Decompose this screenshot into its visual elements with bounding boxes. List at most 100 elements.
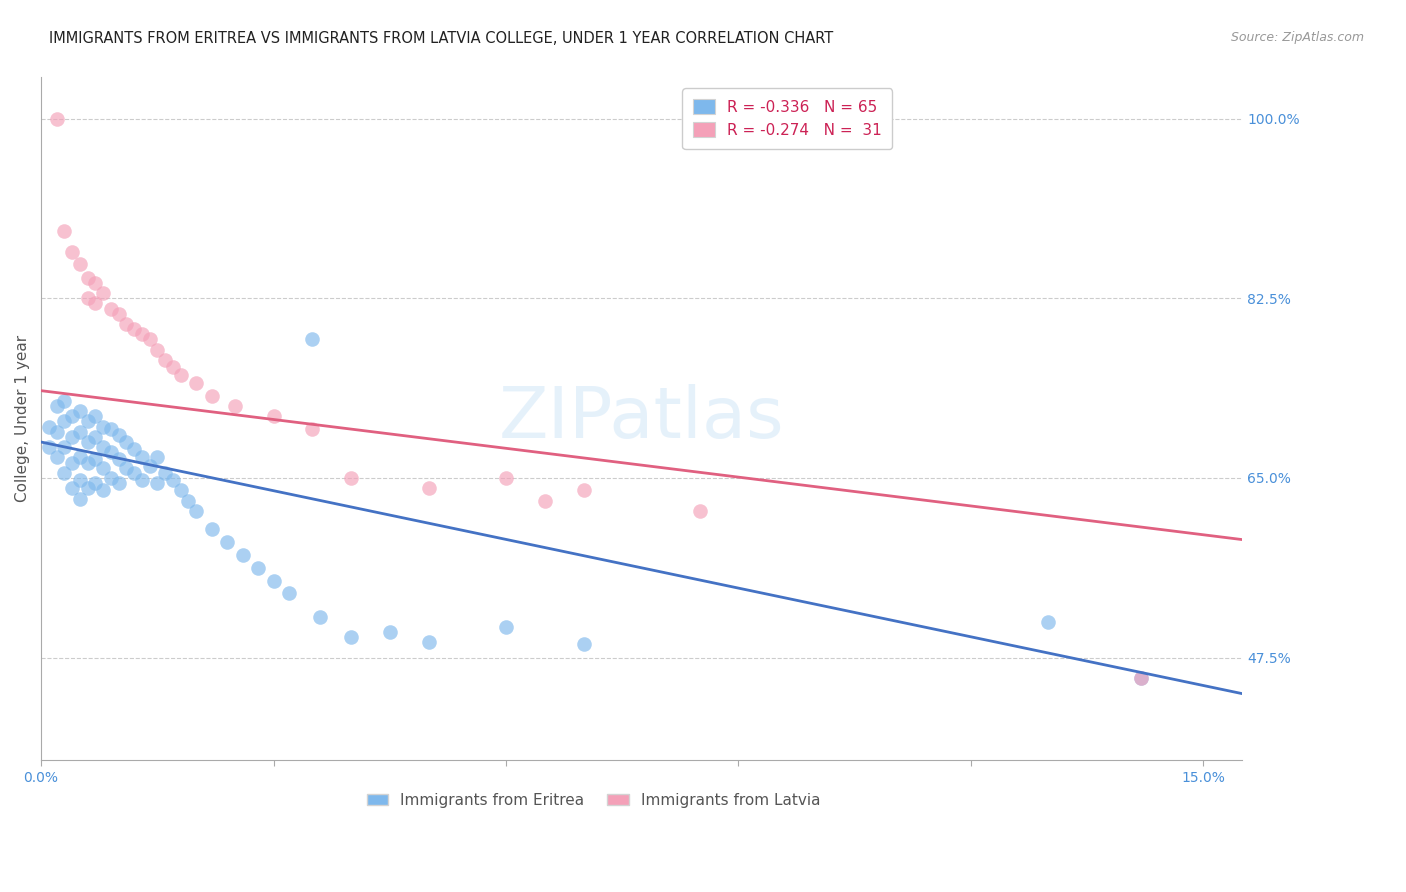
- Point: [100, 471, 122, 485]
- Legend: Immigrants from Eritrea, Immigrants from Latvia: Immigrants from Eritrea, Immigrants from…: [360, 787, 827, 814]
- Point: [247, 561, 270, 575]
- Point: [91, 440, 114, 454]
- Point: [122, 442, 145, 457]
- Point: [200, 389, 222, 403]
- Point: [100, 445, 122, 459]
- Point: [340, 471, 363, 485]
- Point: [45, 450, 67, 465]
- Point: [100, 301, 122, 316]
- Point: [84, 409, 107, 424]
- Point: [76, 435, 98, 450]
- Point: [60, 481, 83, 495]
- Point: [200, 522, 222, 536]
- Point: [263, 409, 285, 424]
- Point: [162, 359, 184, 374]
- Point: [184, 504, 207, 518]
- Point: [122, 322, 145, 336]
- Point: [301, 332, 323, 346]
- Point: [278, 586, 301, 600]
- Text: ZIPatlas: ZIPatlas: [499, 384, 785, 453]
- Point: [689, 504, 711, 518]
- Point: [84, 452, 107, 467]
- Point: [232, 548, 254, 562]
- Point: [131, 473, 153, 487]
- Point: [533, 493, 555, 508]
- Point: [60, 456, 83, 470]
- Text: Source: ZipAtlas.com: Source: ZipAtlas.com: [1230, 31, 1364, 45]
- Point: [572, 637, 595, 651]
- Point: [572, 483, 595, 498]
- Point: [107, 307, 129, 321]
- Point: [76, 270, 98, 285]
- Point: [69, 257, 91, 271]
- Point: [84, 476, 107, 491]
- Point: [53, 466, 76, 480]
- Point: [69, 491, 91, 506]
- Point: [495, 620, 517, 634]
- Point: [138, 332, 160, 346]
- Point: [146, 343, 169, 357]
- Text: IMMIGRANTS FROM ERITREA VS IMMIGRANTS FROM LATVIA COLLEGE, UNDER 1 YEAR CORRELAT: IMMIGRANTS FROM ERITREA VS IMMIGRANTS FR…: [49, 31, 834, 46]
- Point: [184, 376, 207, 391]
- Point: [76, 456, 98, 470]
- Point: [53, 440, 76, 454]
- Point: [131, 450, 153, 465]
- Y-axis label: College, Under 1 year: College, Under 1 year: [15, 335, 30, 502]
- Point: [53, 225, 76, 239]
- Point: [53, 393, 76, 408]
- Point: [76, 291, 98, 305]
- Point: [100, 422, 122, 436]
- Point: [340, 630, 363, 644]
- Point: [169, 368, 191, 383]
- Point: [224, 399, 246, 413]
- Point: [495, 471, 517, 485]
- Point: [60, 245, 83, 260]
- Point: [84, 296, 107, 310]
- Point: [1038, 615, 1060, 629]
- Point: [107, 476, 129, 491]
- Point: [45, 112, 67, 126]
- Point: [91, 460, 114, 475]
- Point: [76, 415, 98, 429]
- Point: [107, 427, 129, 442]
- Point: [76, 481, 98, 495]
- Point: [153, 466, 176, 480]
- Point: [60, 409, 83, 424]
- Point: [309, 609, 332, 624]
- Point: [115, 435, 138, 450]
- Point: [301, 422, 323, 436]
- Point: [418, 635, 440, 649]
- Point: [162, 473, 184, 487]
- Point: [91, 483, 114, 498]
- Point: [418, 481, 440, 495]
- Point: [60, 430, 83, 444]
- Point: [91, 286, 114, 301]
- Point: [378, 625, 401, 640]
- Point: [177, 493, 200, 508]
- Point: [146, 476, 169, 491]
- Point: [53, 415, 76, 429]
- Point: [115, 460, 138, 475]
- Point: [69, 404, 91, 418]
- Point: [38, 419, 60, 434]
- Point: [84, 276, 107, 290]
- Point: [263, 574, 285, 588]
- Point: [69, 425, 91, 439]
- Point: [38, 440, 60, 454]
- Point: [131, 327, 153, 342]
- Point: [45, 425, 67, 439]
- Point: [91, 419, 114, 434]
- Point: [217, 534, 239, 549]
- Point: [115, 317, 138, 331]
- Point: [1130, 671, 1153, 685]
- Point: [69, 450, 91, 465]
- Point: [1130, 671, 1153, 685]
- Point: [169, 483, 191, 498]
- Point: [138, 458, 160, 473]
- Point: [45, 399, 67, 413]
- Point: [69, 473, 91, 487]
- Point: [153, 352, 176, 367]
- Point: [122, 466, 145, 480]
- Point: [146, 450, 169, 465]
- Point: [84, 430, 107, 444]
